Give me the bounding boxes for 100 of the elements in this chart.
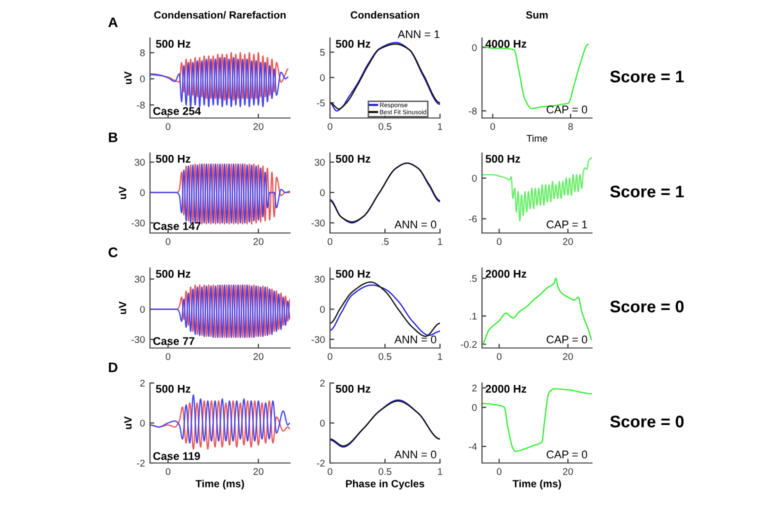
y-axis-title: uV	[118, 301, 126, 314]
y-tick-label: 0	[472, 174, 477, 182]
annotation: CAP = 0	[546, 450, 588, 458]
y-tick-label: -30	[132, 220, 145, 226]
y-tick-label: .1	[470, 312, 477, 320]
y-tick-label: 30	[134, 276, 145, 283]
y-tick-label: .5	[470, 275, 477, 282]
x-tick-label: 0	[496, 238, 502, 245]
y-tick-label: 0	[320, 189, 325, 196]
annotation: 500 Hz	[336, 154, 370, 163]
x-tick-label: 0.5	[378, 123, 392, 130]
text: C	[108, 247, 118, 258]
y-tick-label: -8	[136, 102, 145, 109]
annotation: 500 Hz	[486, 154, 520, 163]
y-tick-label: 2	[320, 380, 325, 387]
x-tick-label: 0	[496, 353, 502, 360]
y-tick-label: -5	[316, 100, 325, 106]
y-tick-label: 8	[140, 49, 145, 56]
x-tick-label: .5	[382, 238, 389, 245]
y-tick-label: -30	[132, 336, 145, 343]
x-tick-label: 0	[328, 353, 332, 360]
y-tick-label: -4	[468, 443, 477, 450]
y-tick-label: 0	[140, 76, 145, 82]
y-tick-label: 30	[134, 158, 145, 166]
x-axis-title: Phase in Cycles	[346, 480, 424, 490]
y-tick-label: -2	[136, 460, 145, 467]
y-tick-label: 0	[140, 189, 145, 196]
x-tick-label: 0	[166, 353, 170, 360]
x-tick-label: 20	[563, 238, 573, 245]
annotation: ANN = 0	[394, 450, 436, 458]
text: B	[108, 132, 118, 142]
y-axis-title: uV	[124, 71, 132, 84]
annotation: 500 Hz	[156, 40, 190, 48]
y-tick-label: 0	[320, 74, 325, 82]
y-tick-label: 5	[320, 49, 325, 56]
text: Score = 0	[610, 300, 684, 312]
annotation: 4000 Hz	[485, 40, 526, 48]
x-tick-label: 8	[568, 123, 573, 130]
y-tick-label: -2	[316, 460, 325, 467]
annotation: Case 254	[153, 107, 201, 116]
x-tick-label: 1	[438, 468, 442, 475]
x-tick-label: 0	[328, 468, 332, 475]
chart-title: Condensation	[350, 11, 420, 19]
annotation: 500 Hz	[336, 40, 370, 48]
y-tick-label: 2	[472, 384, 477, 392]
annotation: 2000 Hz	[486, 384, 526, 393]
annotation: 500 Hz	[336, 384, 370, 393]
annotation: 500 Hz	[336, 270, 370, 278]
y-tick-label: -30	[312, 220, 325, 226]
x-tick-label: 20	[253, 353, 264, 360]
x-axis-title: Time (ms)	[512, 480, 561, 490]
annotation: CAP = 1	[546, 220, 588, 228]
y-tick-label: -6	[468, 215, 477, 222]
y-tick-label: 0	[320, 420, 325, 427]
y-tick-label: 0	[472, 44, 477, 52]
y-tick-label: 0	[320, 306, 325, 313]
annotation: 500 Hz	[156, 154, 190, 163]
x-tick-label: 0	[496, 468, 502, 475]
y-tick-label: -8	[468, 108, 477, 114]
text: A	[108, 18, 118, 28]
text: Score = 1	[610, 186, 684, 198]
y-tick-label: -0.2	[460, 340, 477, 348]
y-tick-label: 0	[472, 404, 477, 412]
chart-title: Condensation/ Rarefaction	[154, 11, 286, 19]
y-tick-label: 2	[140, 380, 145, 387]
annotation: CAP = 0	[546, 336, 588, 344]
y-tick-label: 30	[314, 158, 325, 166]
y-tick-label: 0	[140, 420, 145, 427]
x-tick-label: 20	[253, 468, 264, 475]
x-tick-label: 0.5	[378, 468, 392, 475]
annotation: CAP = 0	[546, 106, 588, 114]
text: Score = 0	[610, 416, 684, 428]
x-tick-label: 0	[166, 123, 170, 130]
x-tick-label: 0	[166, 468, 170, 475]
x-tick-label: 0	[328, 238, 332, 245]
x-tick-label: 0.5	[378, 353, 392, 360]
x-axis-title: Time (ms)	[196, 480, 244, 490]
annotation: Case 77	[153, 337, 194, 346]
text: Score = 1	[610, 70, 684, 82]
x-tick-label: 20	[563, 353, 573, 360]
text: D	[108, 362, 118, 372]
annotation: 500 Hz	[156, 270, 190, 278]
x-tick-label: 20	[563, 468, 573, 475]
y-tick-label: 0	[140, 306, 145, 313]
x-tick-label: 20	[253, 123, 264, 130]
x-tick-label: 0	[166, 238, 170, 245]
x-axis-title: Time	[526, 134, 548, 142]
annotation: Case 119	[153, 452, 200, 460]
x-tick-label: 1	[438, 123, 442, 130]
y-axis-title: uV	[118, 186, 126, 200]
annotation: ANN = 1	[398, 30, 440, 38]
x-tick-label: 0	[490, 123, 496, 130]
y-axis-title: uV	[124, 416, 132, 430]
annotation: 500 Hz	[156, 384, 190, 393]
x-tick-label: 0	[328, 123, 332, 130]
y-tick-label: -30	[312, 336, 325, 343]
y-tick-label: 30	[314, 276, 325, 283]
chart-title: Sum	[526, 11, 548, 19]
annotation: Case 147	[153, 222, 200, 230]
annotation: ANN = 0	[394, 336, 436, 344]
